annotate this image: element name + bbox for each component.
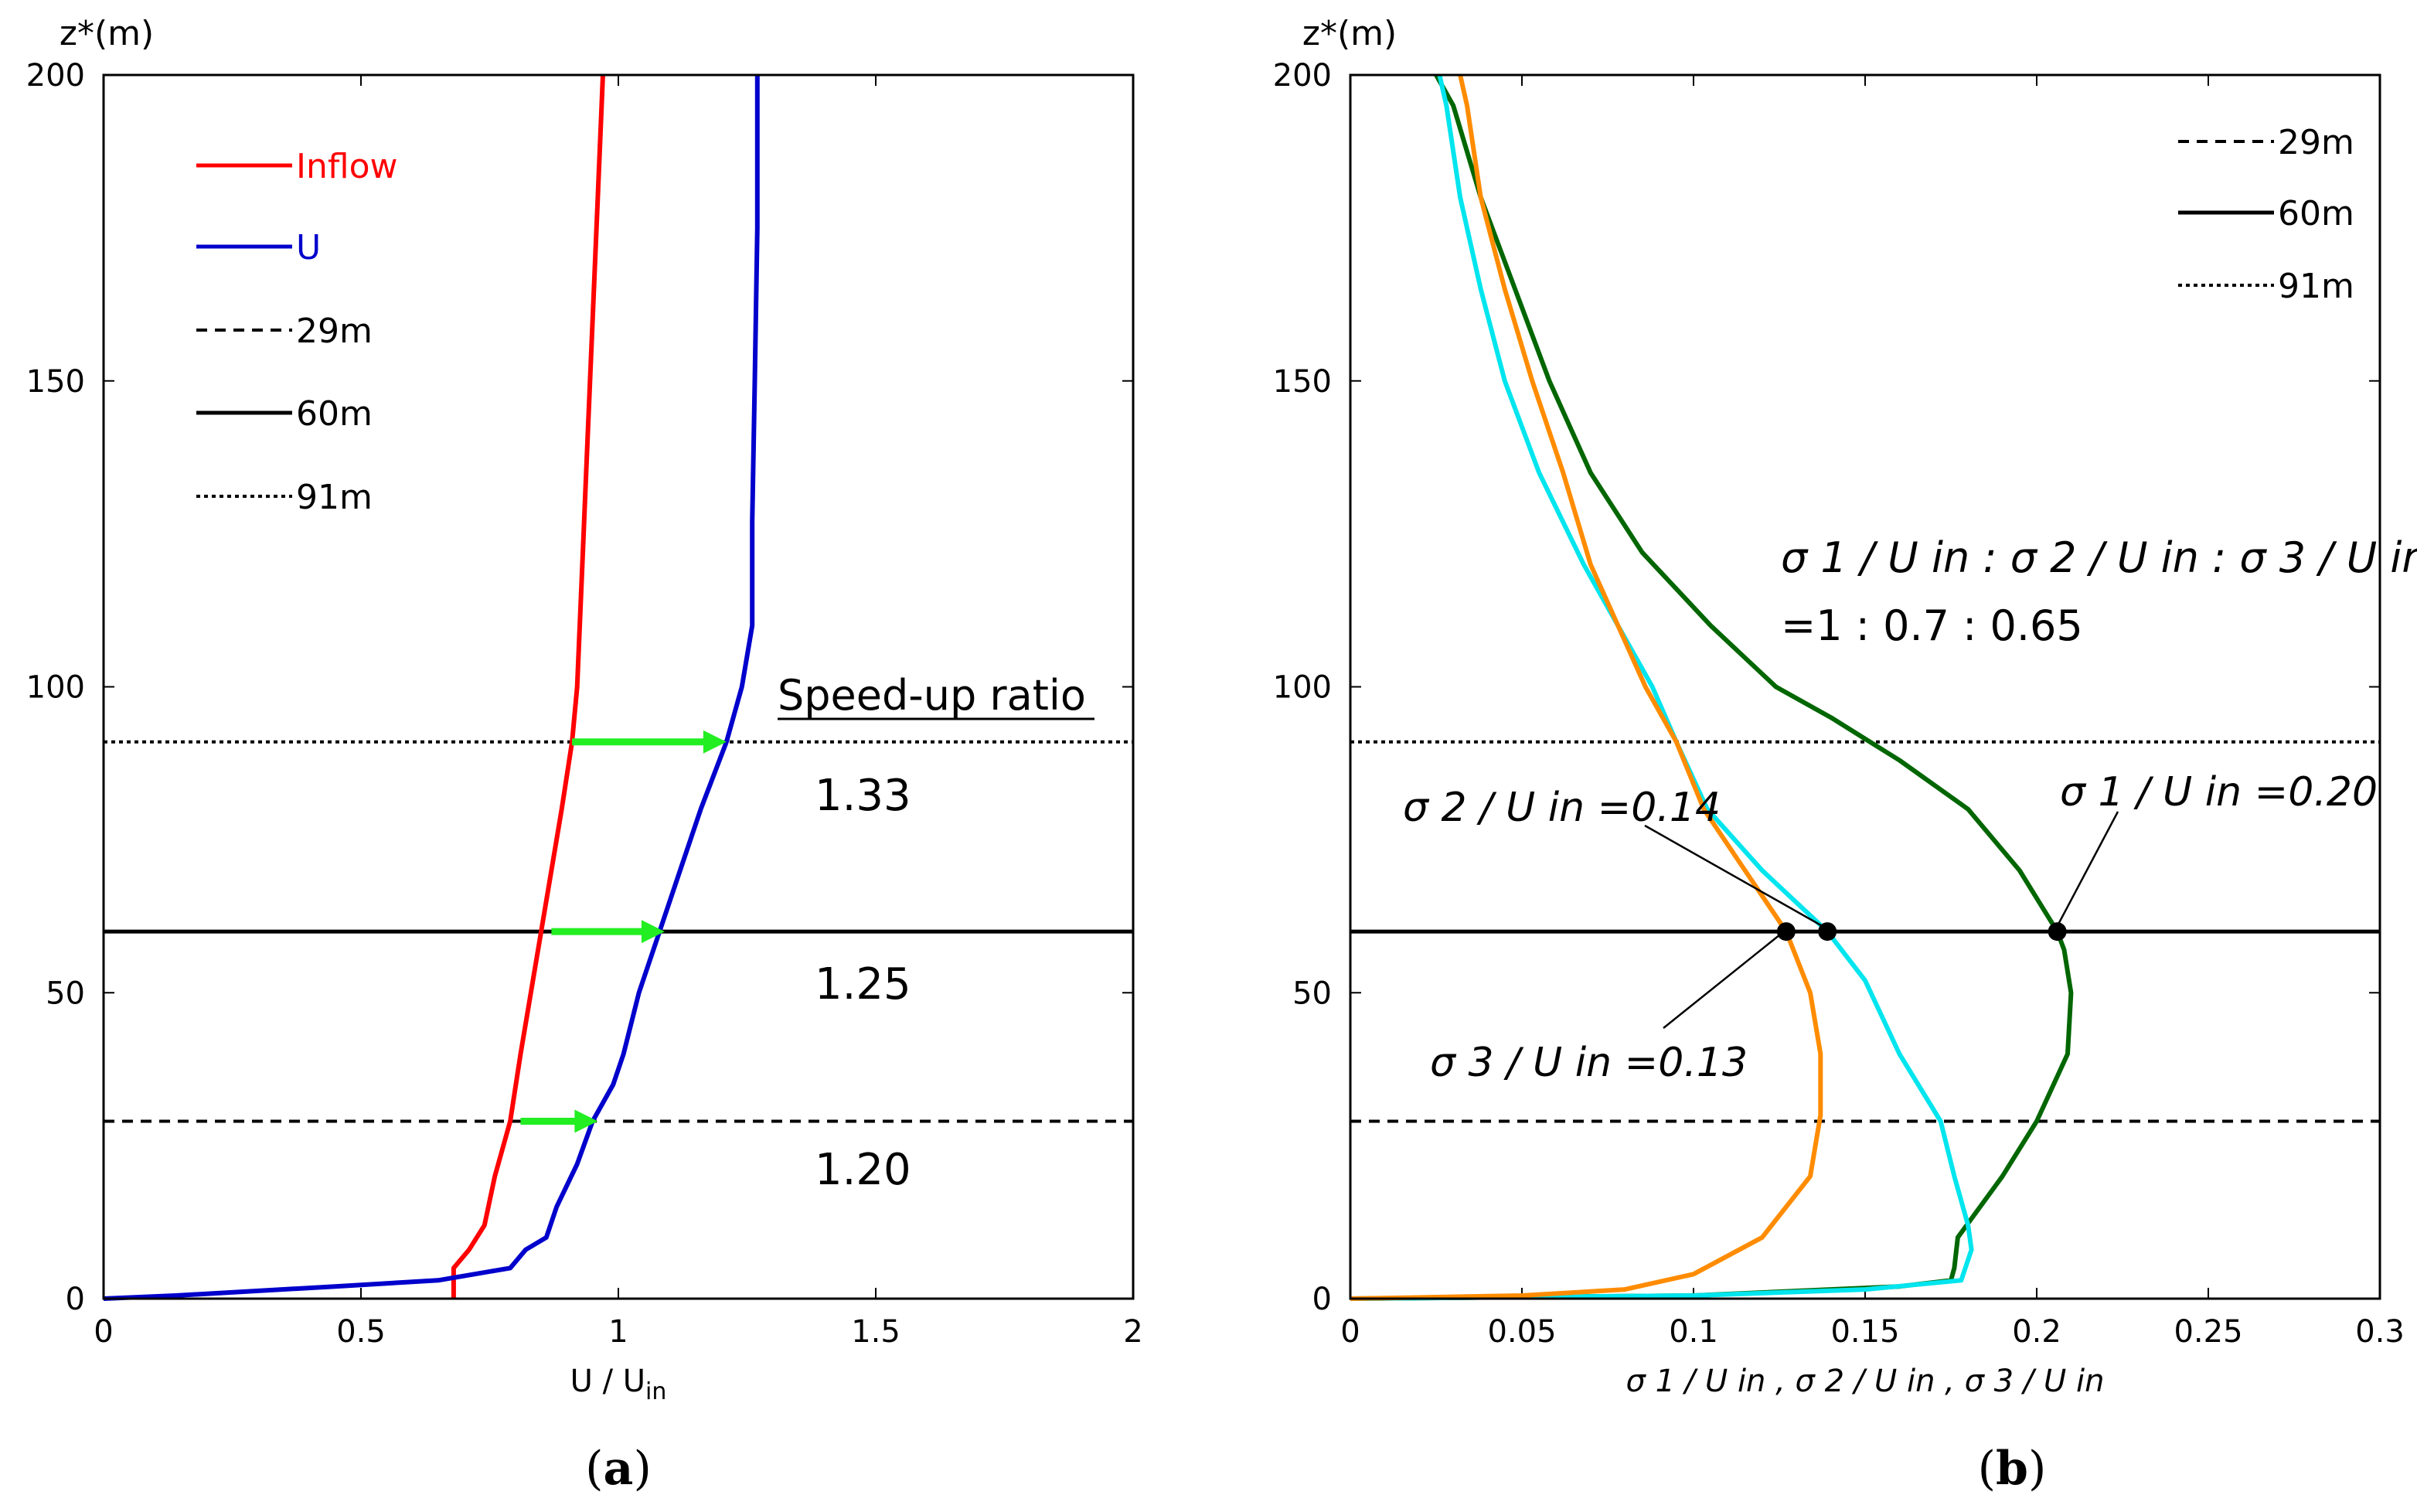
panel-a-plot-frame xyxy=(102,73,1135,1300)
panel-b: z*(m) 0 0.05 0.1 0.15 0.2 0.25 0.3 0 50 100 150 200… xyxy=(1273,14,2417,1496)
y-tick-label: 0 xyxy=(66,1282,85,1317)
panel-a-legend: Inflow U 29m 60m 91m xyxy=(196,147,397,517)
panel-b-axes-ticks: 0 0.05 0.1 0.15 0.2 0.25 0.3 0 50 100 150 200 xyxy=(1273,58,2405,1350)
legend-60m-label: 60m xyxy=(296,394,373,434)
x-tick-label: 0.2 xyxy=(2012,1314,2061,1350)
panel-a-series xyxy=(103,74,760,1301)
legend-29m-label: 29m xyxy=(296,312,373,351)
speedup-arrow-head xyxy=(574,1109,598,1133)
speedup-ratio-60m: 1.25 xyxy=(815,959,911,1010)
callout-line-sigma3 xyxy=(1663,931,1785,1029)
panel-a-speedup-arrows xyxy=(520,730,727,1133)
y-tick-label: 100 xyxy=(1273,670,1332,706)
legend-b-60m-label: 60m xyxy=(2278,194,2354,233)
x-tick-label: 1 xyxy=(608,1314,628,1350)
x-tick-label: 1.5 xyxy=(851,1314,900,1350)
label-sigma1: σ 1 / U in =0.20 xyxy=(2060,769,2378,816)
x-tick-label: 0.1 xyxy=(1669,1314,1718,1350)
panel-b-reference-lines xyxy=(1350,740,2380,1123)
panel-a-label: (a) xyxy=(585,1442,652,1496)
y-tick-label: 50 xyxy=(1292,976,1332,1011)
legend-b-29m-label: 29m xyxy=(2278,123,2354,162)
y-tick-label: 50 xyxy=(46,976,85,1011)
panel-a-xlabel: U / Uin xyxy=(570,1364,667,1405)
value-marker xyxy=(1818,922,1837,942)
sigma-ratio-line2: =1 : 0.7 : 0.65 xyxy=(1781,601,2083,650)
value-marker xyxy=(1776,922,1796,942)
panel-a: z*(m) 0 0.5 1 1.5 2 0 50 100 150 200 Inflow U 29m… xyxy=(26,14,1143,1496)
panel-a-ylabel: z*(m) xyxy=(60,14,154,53)
panel-b-legend: 29m 60m 91m xyxy=(2178,123,2354,306)
series-line-1 xyxy=(103,75,760,1301)
y-tick-label: 0 xyxy=(1312,1282,1332,1317)
series-line-2 xyxy=(1350,74,1823,1301)
panel-b-markers xyxy=(1776,922,2067,942)
x-tick-label: 0.25 xyxy=(2174,1314,2242,1350)
y-tick-label: 200 xyxy=(26,58,85,94)
x-tick-label: 0.3 xyxy=(2355,1314,2405,1350)
panel-b-plot-frame xyxy=(1349,73,2381,1300)
x-tick-label: 0.05 xyxy=(1487,1314,1556,1350)
x-tick-label: 2 xyxy=(1123,1314,1142,1350)
callout-line-sigma1 xyxy=(2053,811,2119,932)
panel-b-ylabel: z*(m) xyxy=(1302,14,1397,53)
legend-u-label: U xyxy=(296,228,321,267)
y-tick-label: 200 xyxy=(1273,58,1332,94)
series-line-1 xyxy=(1350,74,1974,1301)
sigma-ratio-line1: σ 1 / U in : σ 2 / U in : σ 3 / U in xyxy=(1781,533,2417,582)
panel-a-axes-ticks: 0 0.5 1 1.5 2 0 50 100 150 200 xyxy=(26,58,1143,1350)
x-tick-label: 0.15 xyxy=(1830,1314,1899,1350)
legend-inflow-label: Inflow xyxy=(296,147,397,186)
callout-line-sigma2 xyxy=(1644,824,1833,933)
series-line-0 xyxy=(1350,73,2074,1301)
legend-91m-label: 91m xyxy=(296,478,373,517)
label-sigma2: σ 2 / U in =0.14 xyxy=(1403,785,1721,831)
y-tick-label: 100 xyxy=(26,670,85,706)
value-marker xyxy=(2048,922,2067,942)
speedup-ratio-29m: 1.20 xyxy=(815,1145,911,1195)
legend-b-91m-label: 91m xyxy=(2278,267,2354,306)
speedup-ratio-91m: 1.33 xyxy=(815,771,911,821)
x-tick-label: 0 xyxy=(94,1314,113,1350)
panel-b-xlabel: σ 1 / U in , σ 2 / U in , σ 3 / U in xyxy=(1626,1364,2105,1399)
series-line-0 xyxy=(451,74,605,1299)
label-sigma3: σ 3 / U in =0.13 xyxy=(1430,1040,1748,1086)
speedup-arrow-head xyxy=(703,730,727,754)
speedup-arrow-head xyxy=(641,920,665,944)
panel-b-label: (b) xyxy=(1978,1442,2047,1496)
panel-b-series xyxy=(1350,73,2074,1301)
y-tick-label: 150 xyxy=(26,364,85,400)
y-tick-label: 150 xyxy=(1273,364,1332,400)
x-tick-label: 0 xyxy=(1340,1314,1360,1350)
speedup-ratio-title: Speed-up ratio xyxy=(778,671,1086,720)
x-tick-label: 0.5 xyxy=(336,1314,386,1350)
